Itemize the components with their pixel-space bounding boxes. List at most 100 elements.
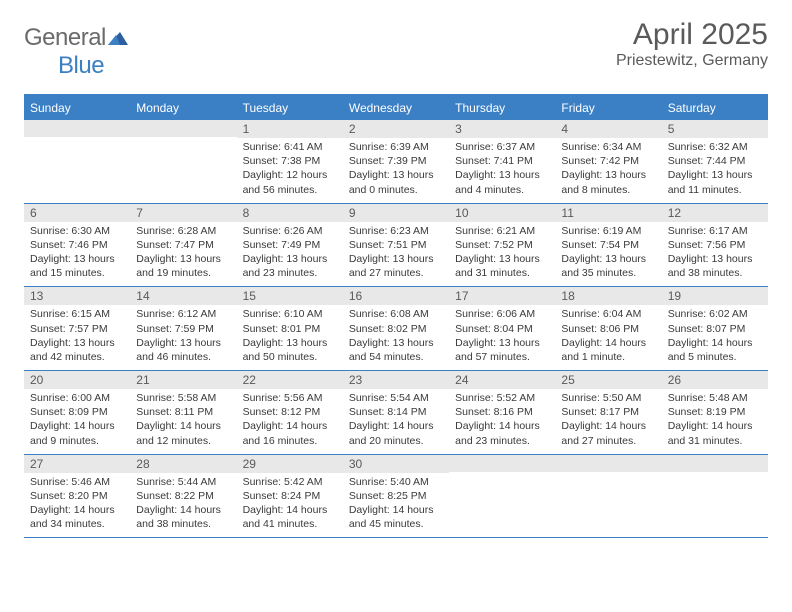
day-number: 3 — [449, 120, 555, 138]
day-cell: 14Sunrise: 6:12 AMSunset: 7:59 PMDayligh… — [130, 287, 236, 370]
logo-triangle-icon — [108, 24, 128, 40]
day-number — [555, 455, 661, 472]
day-cell: 23Sunrise: 5:54 AMSunset: 8:14 PMDayligh… — [343, 371, 449, 454]
day-cell: 20Sunrise: 6:00 AMSunset: 8:09 PMDayligh… — [24, 371, 130, 454]
day-info: Sunrise: 6:34 AMSunset: 7:42 PMDaylight:… — [555, 138, 661, 197]
sunset-text: Sunset: 8:20 PM — [30, 489, 124, 503]
day-number: 1 — [237, 120, 343, 138]
sunset-text: Sunset: 8:02 PM — [349, 322, 443, 336]
week-row: 13Sunrise: 6:15 AMSunset: 7:57 PMDayligh… — [24, 287, 768, 371]
logo-text: GeneralBlue — [24, 24, 128, 80]
day-info: Sunrise: 5:46 AMSunset: 8:20 PMDaylight:… — [24, 473, 130, 532]
daylight-text: Daylight: 13 hours and 38 minutes. — [668, 252, 762, 280]
day-number: 5 — [662, 120, 768, 138]
sunrise-text: Sunrise: 6:06 AM — [455, 307, 549, 321]
daylight-text: Daylight: 12 hours and 56 minutes. — [243, 168, 337, 196]
calendar: Sunday Monday Tuesday Wednesday Thursday… — [24, 94, 768, 538]
day-number: 15 — [237, 287, 343, 305]
page-title: April 2025 — [616, 18, 768, 52]
daylight-text: Daylight: 14 hours and 16 minutes. — [243, 419, 337, 447]
sunset-text: Sunset: 8:17 PM — [561, 405, 655, 419]
sunrise-text: Sunrise: 5:46 AM — [30, 475, 124, 489]
day-cell — [449, 455, 555, 538]
daylight-text: Daylight: 13 hours and 23 minutes. — [243, 252, 337, 280]
logo: GeneralBlue — [24, 24, 128, 80]
day-number — [449, 455, 555, 472]
daylight-text: Daylight: 14 hours and 20 minutes. — [349, 419, 443, 447]
day-cell: 27Sunrise: 5:46 AMSunset: 8:20 PMDayligh… — [24, 455, 130, 538]
week-row: 27Sunrise: 5:46 AMSunset: 8:20 PMDayligh… — [24, 455, 768, 539]
day-cell: 5Sunrise: 6:32 AMSunset: 7:44 PMDaylight… — [662, 120, 768, 203]
day-number: 16 — [343, 287, 449, 305]
dayhead-wed: Wednesday — [343, 96, 449, 120]
daylight-text: Daylight: 13 hours and 50 minutes. — [243, 336, 337, 364]
day-cell: 18Sunrise: 6:04 AMSunset: 8:06 PMDayligh… — [555, 287, 661, 370]
day-cell: 3Sunrise: 6:37 AMSunset: 7:41 PMDaylight… — [449, 120, 555, 203]
daylight-text: Daylight: 13 hours and 15 minutes. — [30, 252, 124, 280]
day-number: 22 — [237, 371, 343, 389]
day-number: 7 — [130, 204, 236, 222]
day-number: 28 — [130, 455, 236, 473]
sunrise-text: Sunrise: 5:52 AM — [455, 391, 549, 405]
day-cell: 19Sunrise: 6:02 AMSunset: 8:07 PMDayligh… — [662, 287, 768, 370]
sunrise-text: Sunrise: 6:30 AM — [30, 224, 124, 238]
sunrise-text: Sunrise: 6:32 AM — [668, 140, 762, 154]
day-info: Sunrise: 6:15 AMSunset: 7:57 PMDaylight:… — [24, 305, 130, 364]
day-cell: 1Sunrise: 6:41 AMSunset: 7:38 PMDaylight… — [237, 120, 343, 203]
dayhead-fri: Friday — [555, 96, 661, 120]
day-number: 12 — [662, 204, 768, 222]
daylight-text: Daylight: 13 hours and 8 minutes. — [561, 168, 655, 196]
day-info: Sunrise: 6:23 AMSunset: 7:51 PMDaylight:… — [343, 222, 449, 281]
day-cell — [24, 120, 130, 203]
sunrise-text: Sunrise: 5:44 AM — [136, 475, 230, 489]
daylight-text: Daylight: 13 hours and 4 minutes. — [455, 168, 549, 196]
day-info: Sunrise: 6:37 AMSunset: 7:41 PMDaylight:… — [449, 138, 555, 197]
sunset-text: Sunset: 8:16 PM — [455, 405, 549, 419]
day-number: 24 — [449, 371, 555, 389]
day-number: 19 — [662, 287, 768, 305]
day-cell: 11Sunrise: 6:19 AMSunset: 7:54 PMDayligh… — [555, 204, 661, 287]
day-info: Sunrise: 5:50 AMSunset: 8:17 PMDaylight:… — [555, 389, 661, 448]
sunrise-text: Sunrise: 6:04 AM — [561, 307, 655, 321]
day-cell: 30Sunrise: 5:40 AMSunset: 8:25 PMDayligh… — [343, 455, 449, 538]
sunset-text: Sunset: 8:01 PM — [243, 322, 337, 336]
day-number: 29 — [237, 455, 343, 473]
sunset-text: Sunset: 7:49 PM — [243, 238, 337, 252]
day-cell: 16Sunrise: 6:08 AMSunset: 8:02 PMDayligh… — [343, 287, 449, 370]
day-info: Sunrise: 5:44 AMSunset: 8:22 PMDaylight:… — [130, 473, 236, 532]
day-info: Sunrise: 6:02 AMSunset: 8:07 PMDaylight:… — [662, 305, 768, 364]
week-row: 6Sunrise: 6:30 AMSunset: 7:46 PMDaylight… — [24, 204, 768, 288]
sunrise-text: Sunrise: 5:54 AM — [349, 391, 443, 405]
day-info: Sunrise: 6:41 AMSunset: 7:38 PMDaylight:… — [237, 138, 343, 197]
sunset-text: Sunset: 8:11 PM — [136, 405, 230, 419]
day-number: 20 — [24, 371, 130, 389]
day-info: Sunrise: 5:40 AMSunset: 8:25 PMDaylight:… — [343, 473, 449, 532]
daylight-text: Daylight: 13 hours and 27 minutes. — [349, 252, 443, 280]
sunrise-text: Sunrise: 5:58 AM — [136, 391, 230, 405]
sunrise-text: Sunrise: 6:28 AM — [136, 224, 230, 238]
day-info: Sunrise: 6:17 AMSunset: 7:56 PMDaylight:… — [662, 222, 768, 281]
sunset-text: Sunset: 7:44 PM — [668, 154, 762, 168]
daylight-text: Daylight: 13 hours and 31 minutes. — [455, 252, 549, 280]
location-subtitle: Priestewitz, Germany — [616, 52, 768, 70]
sunrise-text: Sunrise: 6:15 AM — [30, 307, 124, 321]
day-info: Sunrise: 5:48 AMSunset: 8:19 PMDaylight:… — [662, 389, 768, 448]
day-header-row: Sunday Monday Tuesday Wednesday Thursday… — [24, 96, 768, 120]
day-info: Sunrise: 5:56 AMSunset: 8:12 PMDaylight:… — [237, 389, 343, 448]
day-cell: 26Sunrise: 5:48 AMSunset: 8:19 PMDayligh… — [662, 371, 768, 454]
day-number: 17 — [449, 287, 555, 305]
day-info: Sunrise: 6:30 AMSunset: 7:46 PMDaylight:… — [24, 222, 130, 281]
daylight-text: Daylight: 13 hours and 42 minutes. — [30, 336, 124, 364]
day-number — [24, 120, 130, 137]
sunrise-text: Sunrise: 6:34 AM — [561, 140, 655, 154]
day-cell: 12Sunrise: 6:17 AMSunset: 7:56 PMDayligh… — [662, 204, 768, 287]
day-number: 10 — [449, 204, 555, 222]
sunset-text: Sunset: 7:38 PM — [243, 154, 337, 168]
sunset-text: Sunset: 7:54 PM — [561, 238, 655, 252]
sunset-text: Sunset: 8:19 PM — [668, 405, 762, 419]
sunset-text: Sunset: 8:14 PM — [349, 405, 443, 419]
sunset-text: Sunset: 8:25 PM — [349, 489, 443, 503]
sunset-text: Sunset: 7:46 PM — [30, 238, 124, 252]
day-cell: 17Sunrise: 6:06 AMSunset: 8:04 PMDayligh… — [449, 287, 555, 370]
sunset-text: Sunset: 7:56 PM — [668, 238, 762, 252]
